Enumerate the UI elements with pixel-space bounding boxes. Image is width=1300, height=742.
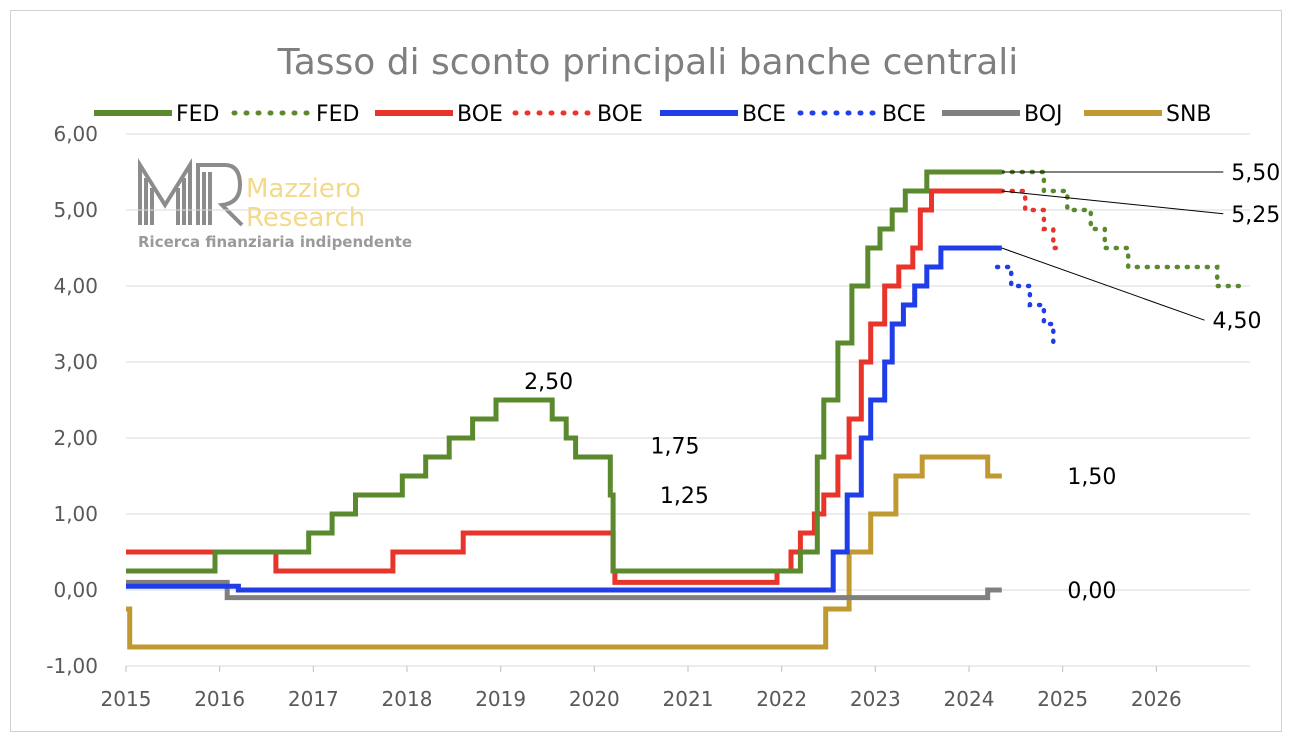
annotation-label: 1,75 xyxy=(651,435,700,460)
x-tick-label: 2025 xyxy=(1037,687,1088,711)
legend-label-snb: SNB xyxy=(1166,102,1212,127)
legend-label-boe: BOE xyxy=(597,102,643,127)
x-tick-label: 2018 xyxy=(382,687,433,711)
y-tick-label: 3,00 xyxy=(53,350,98,374)
legend-label-bce: BCE xyxy=(882,102,926,127)
series-layer xyxy=(126,169,1248,650)
series-boe-dotted-line xyxy=(999,188,1065,251)
y-tick-label: 6,00 xyxy=(53,122,98,146)
y-tick-label: 0,00 xyxy=(53,578,98,602)
chart-title: Tasso di sconto principali banche centra… xyxy=(277,42,1019,83)
y-tick-label: 4,00 xyxy=(53,274,98,298)
legend-label-fed: FED xyxy=(176,102,220,127)
watermark-logo: Mazziero Research Ricerca finanziaria in… xyxy=(138,158,412,251)
logo-tagline: Ricerca finanziaria indipendente xyxy=(138,233,412,251)
y-tick-label: -1,00 xyxy=(46,654,98,678)
annotation-leader xyxy=(1001,190,1224,215)
y-tick-label: 2,00 xyxy=(53,426,98,450)
chart-frame xyxy=(10,10,1282,732)
annotation-label: 0,00 xyxy=(1067,579,1116,604)
logo-line2: Research xyxy=(246,203,365,233)
series-bce-solid-line xyxy=(126,245,1002,593)
legend: FED FED BOE BOE BCE BCE BOJ SNB xyxy=(94,102,1212,127)
y-tick-label: 5,00 xyxy=(53,198,98,222)
annotation-label: 5,25 xyxy=(1231,203,1280,228)
annotation-label: 1,50 xyxy=(1067,465,1116,490)
series-boj-solid-line xyxy=(126,579,1002,601)
series-fed-solid-line xyxy=(126,169,1002,574)
annotation-label: 2,50 xyxy=(524,370,573,395)
annotation-label: 1,25 xyxy=(660,484,709,509)
annotation-label: 4,50 xyxy=(1213,309,1262,334)
x-axis: 2015 2016 2017 2018 2019 2020 2021 2022 2023 2024… xyxy=(101,666,1182,711)
series-fed-dotted-line xyxy=(999,169,1248,289)
legend-label-bce: BCE xyxy=(742,102,786,127)
x-tick-label: 2019 xyxy=(475,687,526,711)
y-axis: -1,00 0,00 1,00 2,00 3,00 4,00 5,00 6,00 xyxy=(46,122,98,678)
mr-monogram-icon xyxy=(138,158,244,227)
x-tick-label: 2017 xyxy=(288,687,339,711)
x-tick-label: 2026 xyxy=(1131,687,1182,711)
annotation-leader xyxy=(1001,247,1205,321)
legend-label-boe: BOE xyxy=(457,102,503,127)
legend-label-boj: BOJ xyxy=(1024,102,1063,127)
legend-label-fed: FED xyxy=(316,102,360,127)
series-boe-solid-line xyxy=(126,188,1002,585)
x-tick-label: 2020 xyxy=(569,687,620,711)
x-tick-label: 2021 xyxy=(663,687,714,711)
x-tick-label: 2022 xyxy=(756,687,807,711)
x-tick-label: 2023 xyxy=(850,687,901,711)
logo-line1: Mazziero xyxy=(246,174,361,204)
x-tick-label: 2015 xyxy=(101,687,152,711)
annotations: 2,50 1,75 1,25 5,50 5,25 4,50 1,50 0,00 xyxy=(524,161,1280,604)
series-snb-solid-line xyxy=(126,454,1002,650)
annotation-label: 5,50 xyxy=(1231,161,1280,186)
series-bce-dotted-line xyxy=(994,264,1061,346)
x-tick-label: 2016 xyxy=(194,687,245,711)
x-tick-label: 2024 xyxy=(944,687,995,711)
y-tick-label: 1,00 xyxy=(53,502,98,526)
